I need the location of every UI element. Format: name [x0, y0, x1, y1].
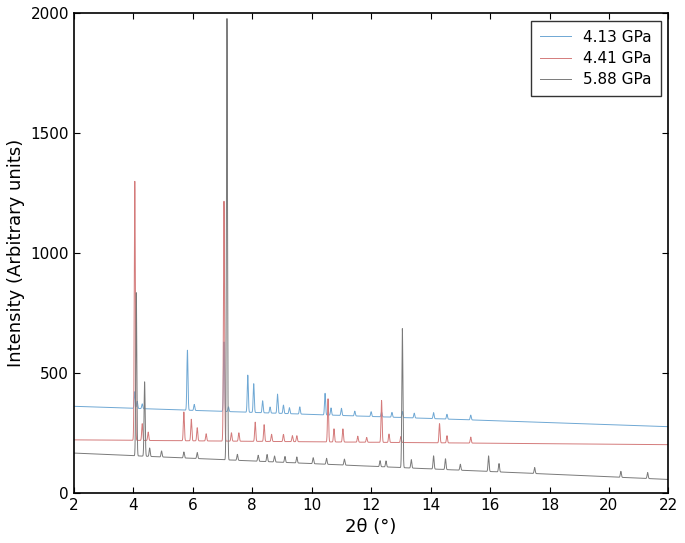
- 5.88 GPa: [626, 475, 634, 481]
- 5.88 GPa: [429, 453, 438, 459]
- 4.41 GPa: [218, 438, 226, 444]
- 4.13 GPa: [495, 418, 503, 424]
- Line: 4.41 GPa: 4.41 GPa: [74, 181, 669, 445]
- 5.88 GPa: [451, 467, 460, 473]
- 4.13 GPa: [451, 416, 460, 422]
- 5.88 GPa: [223, 15, 231, 22]
- 4.41 GPa: [495, 440, 503, 446]
- 4.13 GPa: [218, 408, 226, 414]
- 4.41 GPa: [70, 437, 78, 443]
- 4.41 GPa: [351, 439, 359, 445]
- 4.13 GPa: [220, 339, 228, 345]
- 5.88 GPa: [351, 462, 359, 469]
- 4.41 GPa: [451, 440, 460, 446]
- 5.88 GPa: [664, 476, 673, 483]
- 4.13 GPa: [351, 409, 359, 415]
- Line: 4.13 GPa: 4.13 GPa: [74, 342, 669, 427]
- 4.13 GPa: [429, 409, 438, 416]
- 5.88 GPa: [218, 456, 226, 463]
- 5.88 GPa: [495, 465, 503, 471]
- 4.13 GPa: [664, 424, 673, 430]
- 4.41 GPa: [664, 441, 673, 448]
- 4.41 GPa: [131, 178, 139, 185]
- X-axis label: 2θ (°): 2θ (°): [345, 518, 397, 536]
- 4.13 GPa: [626, 422, 634, 428]
- 4.41 GPa: [626, 441, 634, 447]
- 5.88 GPa: [70, 450, 78, 456]
- 4.13 GPa: [70, 403, 78, 409]
- 4.41 GPa: [429, 439, 438, 446]
- Legend: 4.13 GPa, 4.41 GPa, 5.88 GPa: 4.13 GPa, 4.41 GPa, 5.88 GPa: [531, 21, 661, 96]
- Line: 5.88 GPa: 5.88 GPa: [74, 18, 669, 479]
- Y-axis label: Intensity (Arbitrary units): Intensity (Arbitrary units): [7, 138, 25, 367]
